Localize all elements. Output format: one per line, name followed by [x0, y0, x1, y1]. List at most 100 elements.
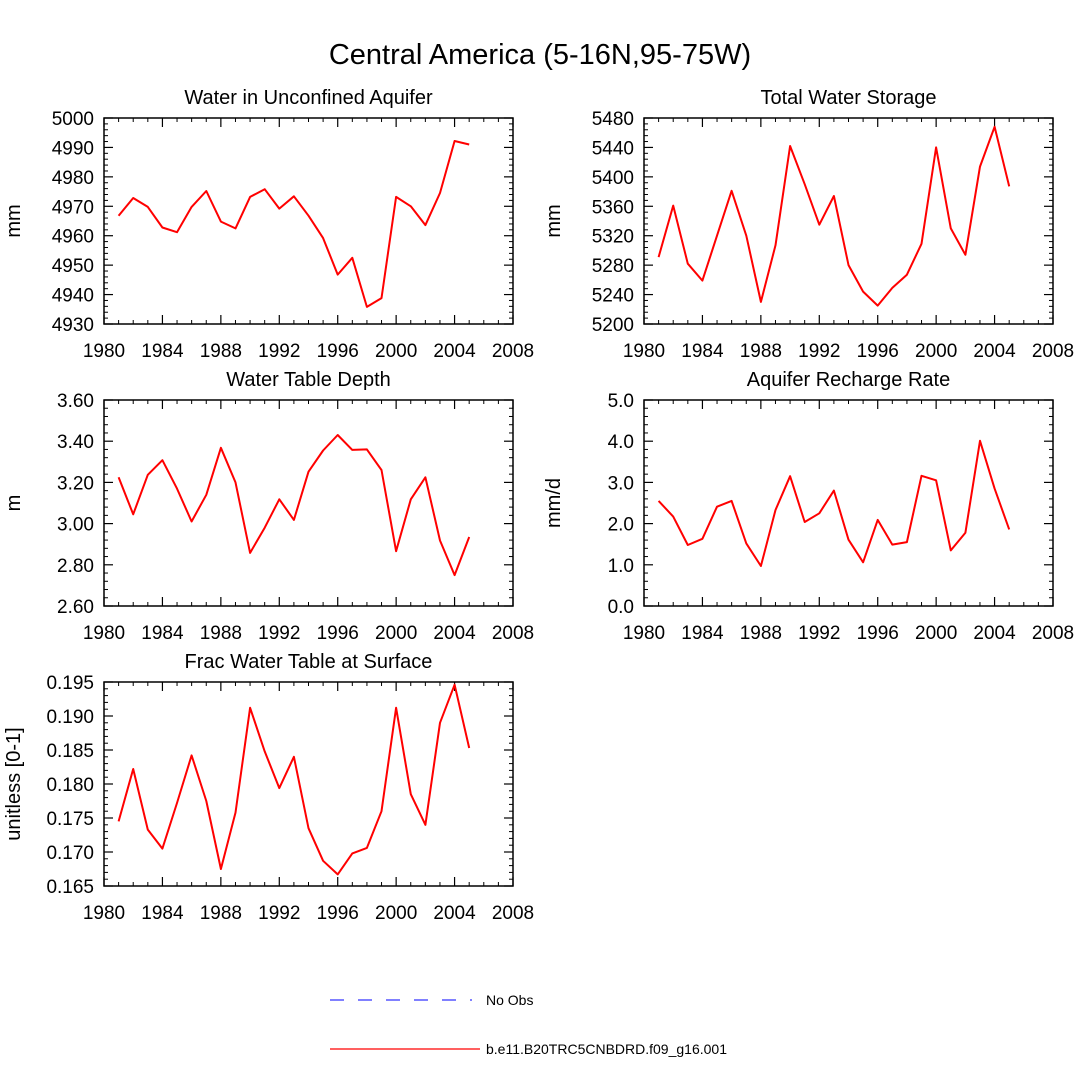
plot-frame — [103, 681, 514, 887]
x-tick-label: 1988 — [200, 623, 242, 644]
x-tick-label: 1980 — [83, 341, 125, 362]
y-tick-label: 4990 — [52, 138, 94, 159]
x-tick-label: 2008 — [492, 903, 534, 924]
y-axis-label: unitless [0-1] — [3, 727, 25, 840]
y-tick-label: 2.0 — [608, 515, 634, 536]
series-line — [117, 140, 470, 308]
y-axis-label: m — [3, 495, 25, 512]
plot-frame — [643, 399, 1054, 607]
y-tick-label: 5.0 — [608, 391, 634, 412]
y-tick-label: 1.0 — [608, 556, 634, 577]
x-tick-label: 1988 — [200, 341, 242, 362]
y-tick-label: 0.175 — [46, 809, 94, 830]
y-axis-label: mm — [543, 204, 565, 237]
panel-title: Aquifer Recharge Rate — [747, 369, 950, 391]
panel-title: Total Water Storage — [760, 87, 936, 109]
panel-title: Water Table Depth — [226, 369, 391, 391]
x-tick-label: 1996 — [317, 623, 359, 644]
y-tick-label: 0.0 — [608, 597, 634, 618]
y-tick-label: 3.0 — [608, 473, 634, 494]
y-tick-label: 0.195 — [46, 673, 94, 694]
x-tick-label: 2004 — [433, 903, 476, 924]
y-tick-label: 5240 — [592, 286, 634, 307]
series-line — [117, 683, 471, 876]
panel: Water in Unconfined Aquifer 1980 1984 1988 1… — [3, 87, 534, 362]
x-tick-label: 1992 — [258, 341, 300, 362]
panel-title: Frac Water Table at Surface — [185, 651, 433, 673]
x-tick-label: 1984 — [681, 623, 724, 644]
y-tick-label: 2.60 — [57, 597, 94, 618]
y-tick-label: 4980 — [52, 168, 94, 189]
x-tick-label: 1996 — [857, 623, 899, 644]
y-tick-label: 0.165 — [46, 877, 94, 898]
x-tick-label: 1984 — [681, 341, 724, 362]
plot-frame — [103, 399, 514, 607]
x-tick-label: 2000 — [915, 341, 957, 362]
y-tick-label: 4.0 — [608, 432, 634, 453]
y-tick-label: 4970 — [52, 197, 94, 218]
y-tick-label: 3.20 — [57, 473, 94, 494]
y-tick-label: 4960 — [52, 227, 94, 248]
panels: Water in Unconfined Aquifer 1980 1984 1988 1… — [3, 87, 1074, 924]
series-line — [657, 439, 1011, 567]
x-tick-label: 1980 — [83, 903, 125, 924]
legend-model-label: b.e11.B20TRC5CNBDRD.f09_g16.001 — [486, 1041, 727, 1057]
x-tick-label: 1992 — [258, 623, 300, 644]
y-axis-label: mm — [3, 204, 25, 237]
x-tick-label: 1996 — [317, 903, 359, 924]
x-tick-label: 2000 — [915, 623, 957, 644]
y-tick-label: 3.40 — [57, 432, 94, 453]
panel: Frac Water Table at Surface 1980 1984 1988 1… — [3, 651, 534, 924]
y-tick-label: 4950 — [52, 256, 94, 277]
x-tick-label: 1988 — [200, 903, 242, 924]
y-tick-label: 0.170 — [46, 843, 94, 864]
y-tick-label: 5200 — [592, 315, 634, 336]
series-line — [117, 434, 471, 577]
legend: No Obs b.e11.B20TRC5CNBDRD.f09_g16.001 — [330, 992, 727, 1057]
y-axis-label: mm/d — [543, 478, 565, 528]
y-tick-label: 0.180 — [46, 775, 94, 796]
plot-frame — [643, 117, 1054, 325]
panel: Water Table Depth 1980 1984 1988 1992 1996 200… — [3, 369, 534, 644]
y-tick-label: 5400 — [592, 168, 634, 189]
x-tick-label: 2008 — [1032, 623, 1074, 644]
y-tick-label: 5360 — [592, 197, 634, 218]
x-tick-label: 1984 — [141, 341, 184, 362]
y-tick-label: 5280 — [592, 256, 634, 277]
y-tick-label: 4930 — [52, 315, 94, 336]
x-tick-label: 1988 — [740, 623, 782, 644]
x-tick-label: 2004 — [973, 341, 1016, 362]
x-tick-label: 1988 — [740, 341, 782, 362]
x-tick-label: 1980 — [83, 623, 125, 644]
panel-title: Water in Unconfined Aquifer — [184, 87, 433, 109]
panel: Total Water Storage 1980 1984 1988 1992 1996 2… — [543, 87, 1074, 362]
y-tick-label: 0.190 — [46, 707, 94, 728]
x-tick-label: 1980 — [623, 341, 665, 362]
x-tick-label: 2008 — [492, 623, 534, 644]
y-tick-label: 5480 — [592, 109, 634, 130]
x-tick-label: 1996 — [857, 341, 899, 362]
x-tick-label: 1992 — [798, 623, 840, 644]
y-tick-label: 3.00 — [57, 515, 94, 536]
x-tick-label: 1980 — [623, 623, 665, 644]
x-tick-label: 2000 — [375, 623, 417, 644]
panel: Aquifer Recharge Rate 1980 1984 1988 1992 199… — [543, 369, 1074, 644]
y-tick-label: 4940 — [52, 286, 94, 307]
figure-title: Central America (5-16N,95-75W) — [329, 39, 751, 71]
x-tick-label: 1984 — [141, 623, 184, 644]
x-tick-label: 2008 — [492, 341, 534, 362]
x-tick-label: 2004 — [433, 623, 476, 644]
x-tick-label: 2004 — [973, 623, 1016, 644]
x-tick-label: 1984 — [141, 903, 184, 924]
legend-no-obs-label: No Obs — [486, 992, 533, 1008]
series-line — [657, 125, 1011, 307]
x-tick-label: 1992 — [258, 903, 300, 924]
x-tick-label: 2000 — [375, 903, 417, 924]
y-tick-label: 5440 — [592, 138, 634, 159]
x-tick-label: 2000 — [375, 341, 417, 362]
y-tick-label: 5000 — [52, 109, 94, 130]
y-tick-label: 3.60 — [57, 391, 94, 412]
y-tick-label: 5320 — [592, 227, 634, 248]
y-tick-label: 2.80 — [57, 556, 94, 577]
